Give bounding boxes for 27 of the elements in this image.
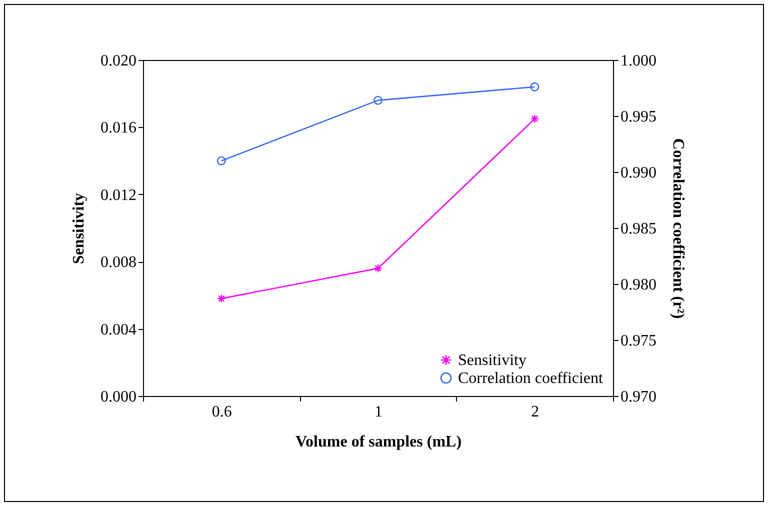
y2-tick-label: 1.000: [620, 52, 656, 70]
x-axis-title: Volume of samples (mL): [295, 434, 462, 450]
y-tick-label: 0.000: [100, 388, 136, 406]
y-tick-label: 0.020: [100, 52, 136, 70]
point: [374, 264, 382, 273]
y2-tick-label: 0.975: [620, 332, 656, 350]
point: [216, 294, 226, 304]
point: [530, 82, 540, 92]
y2-tick-label: 0.970: [620, 388, 656, 406]
x-tick-label: 2: [531, 404, 540, 420]
y2-tick-label: 0.980: [620, 276, 656, 294]
y-tick-label: 0.004: [100, 321, 136, 338]
point: [374, 96, 382, 105]
x-tick-label: 0.6: [212, 404, 232, 420]
y2-tick-label: 0.990: [620, 164, 656, 182]
y2-tick-label: 0.985: [620, 220, 656, 238]
y-tick-label: 0.012: [100, 186, 136, 204]
legend-label: Sensitivity: [458, 352, 526, 369]
y-tick-label: 0.016: [100, 120, 136, 137]
y-tick-label: 0.008: [100, 254, 136, 272]
y-axis-title: Sensitivity: [70, 192, 88, 264]
legend-label: Correlation coefficient: [458, 370, 604, 387]
x-tick-label: 1: [374, 404, 382, 420]
point: [216, 156, 226, 166]
y2-axis-title: Correlation coefficient (r²): [670, 138, 686, 319]
y2-tick-label: 0.995: [620, 108, 656, 126]
point: [530, 114, 540, 124]
